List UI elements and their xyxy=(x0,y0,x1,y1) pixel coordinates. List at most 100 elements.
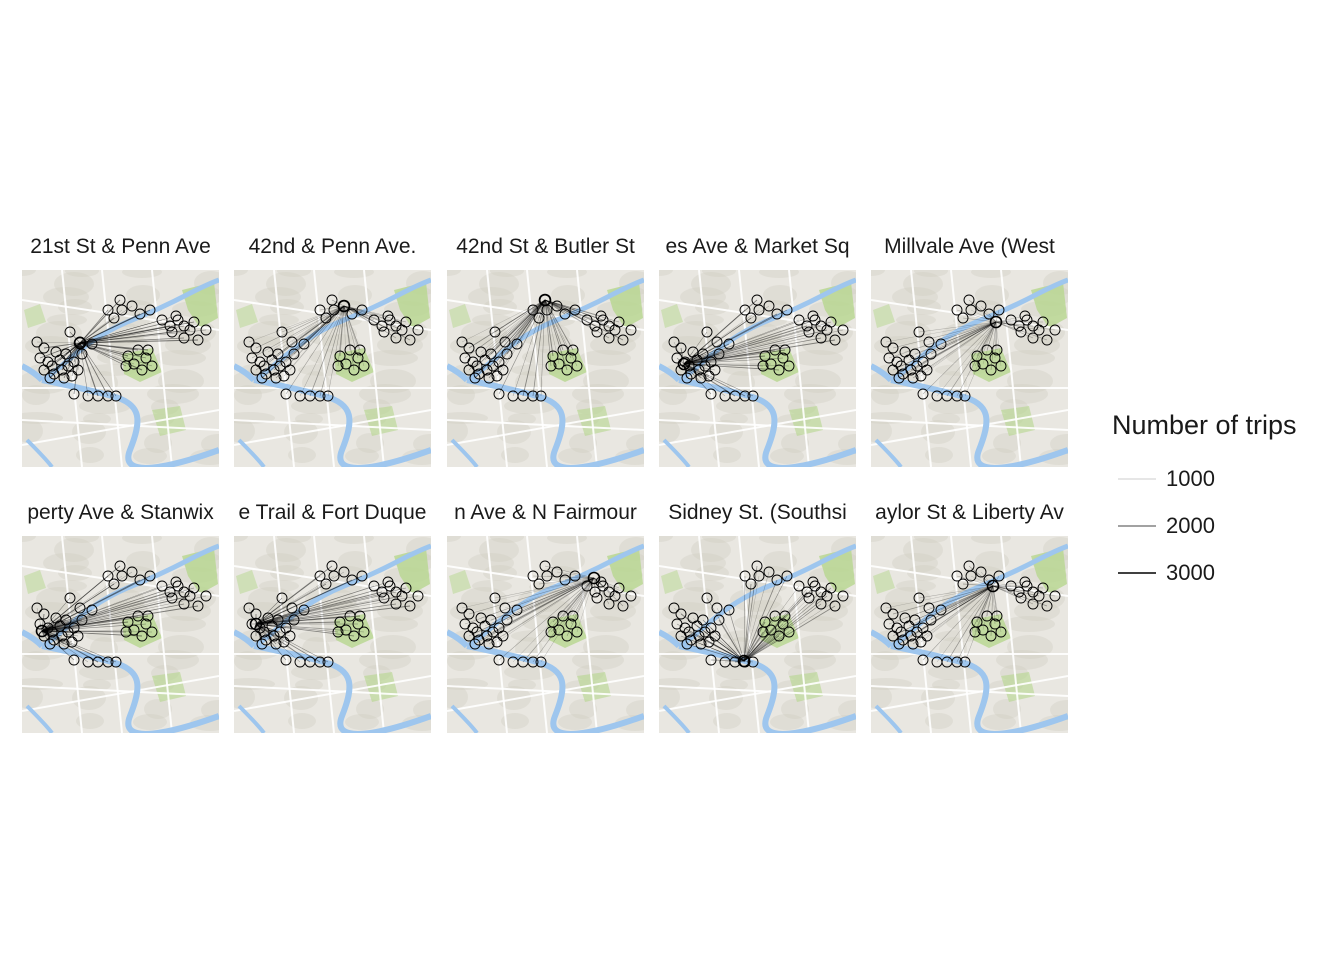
trip-line xyxy=(41,617,57,632)
station-circle xyxy=(747,656,759,668)
trip-line xyxy=(922,321,997,363)
station-circle xyxy=(368,580,380,592)
trip-line xyxy=(544,299,554,357)
panel-title: 42nd & Penn Ave. xyxy=(234,232,431,262)
trip-line xyxy=(299,305,345,397)
station-circle xyxy=(376,586,388,598)
trip-line xyxy=(41,597,173,632)
panel-title: n Ave & N Fairmour xyxy=(447,498,644,528)
station-circle xyxy=(951,570,963,582)
station-circle xyxy=(64,592,76,604)
station-circle xyxy=(561,364,573,376)
station-circle xyxy=(959,656,971,668)
station-circle xyxy=(705,654,717,666)
trip-line xyxy=(544,299,560,365)
station-circle xyxy=(739,304,751,316)
trip-line xyxy=(683,339,836,365)
panel-title-text: es Ave & Market Sq xyxy=(665,235,850,258)
station-circle xyxy=(983,308,995,320)
station-circle xyxy=(825,316,837,328)
trip-line xyxy=(79,313,141,344)
station-circle xyxy=(567,610,579,622)
trip-line xyxy=(472,577,595,629)
station-circle xyxy=(128,624,140,636)
station-circle xyxy=(144,570,156,582)
trip-line xyxy=(79,339,199,344)
trip-line xyxy=(743,585,816,662)
trip-line xyxy=(572,577,595,617)
station-circle xyxy=(340,624,352,636)
trip-line xyxy=(544,299,552,367)
trip-line xyxy=(743,595,844,662)
trip-line xyxy=(496,577,595,643)
station-circle xyxy=(991,344,1003,356)
trip-line xyxy=(41,630,65,645)
station-circle xyxy=(156,314,168,326)
trip-line xyxy=(885,321,997,343)
trip-line xyxy=(688,631,745,662)
trip-line xyxy=(743,575,760,662)
map-panel xyxy=(659,536,856,733)
station-circle xyxy=(781,570,793,582)
trip-line xyxy=(956,309,997,323)
station-circle xyxy=(1049,590,1061,602)
map-panel xyxy=(234,270,431,467)
trip-line xyxy=(576,577,595,633)
trip-line xyxy=(743,605,836,662)
station-circle xyxy=(675,342,687,354)
station-circle xyxy=(86,604,98,616)
station-circle xyxy=(571,360,583,372)
station-circle xyxy=(270,638,282,650)
station-circle xyxy=(783,626,795,638)
trip-line xyxy=(918,321,997,333)
hub-station-circle xyxy=(677,357,691,371)
station-circle xyxy=(923,602,935,614)
station-circle xyxy=(925,614,937,626)
trip-line xyxy=(898,321,997,379)
station-circle xyxy=(887,364,899,376)
trip-line xyxy=(79,319,179,344)
trip-line xyxy=(544,299,558,307)
station-circle xyxy=(907,638,919,650)
trip-line xyxy=(910,321,997,371)
trip-line xyxy=(690,639,745,662)
station-circle xyxy=(957,312,969,324)
trip-line xyxy=(716,607,745,662)
station-circle xyxy=(192,334,204,346)
station-circle xyxy=(328,304,340,316)
station-circle xyxy=(880,602,892,614)
station-circle xyxy=(108,312,120,324)
station-circle xyxy=(995,360,1007,372)
trip-line xyxy=(892,585,994,637)
station-circle xyxy=(697,614,709,626)
station-circle xyxy=(487,626,499,638)
station-circle xyxy=(144,304,156,316)
trip-line xyxy=(920,585,994,643)
station-circle xyxy=(589,320,601,332)
station-circle xyxy=(102,304,114,316)
trip-line xyxy=(79,342,109,397)
trip-line xyxy=(912,321,997,379)
trip-line xyxy=(255,607,293,625)
trip-line xyxy=(461,577,595,609)
station-circle xyxy=(314,304,326,316)
station-circle xyxy=(288,614,300,626)
station-circle xyxy=(62,626,74,638)
trip-line xyxy=(476,299,546,367)
station-circle xyxy=(499,602,511,614)
station-circle xyxy=(533,312,545,324)
trip-line xyxy=(331,299,345,307)
station-circle xyxy=(697,348,709,360)
station-circle xyxy=(511,338,523,350)
station-circle xyxy=(921,364,933,376)
trip-line xyxy=(964,585,994,663)
station-circle xyxy=(1027,332,1039,344)
station-circle xyxy=(463,608,475,620)
trip-line xyxy=(468,299,546,371)
station-circle xyxy=(340,358,352,370)
trip-line xyxy=(490,577,595,621)
station-circle xyxy=(1037,582,1049,594)
station-circle xyxy=(76,348,88,360)
hub-station-circle xyxy=(249,617,263,631)
trip-line xyxy=(696,625,745,662)
